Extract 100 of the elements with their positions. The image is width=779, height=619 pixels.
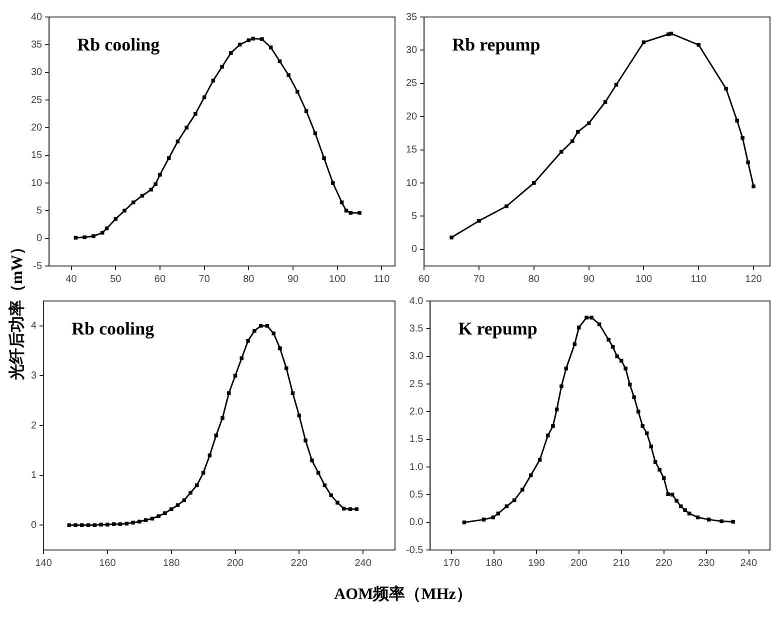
x-axis-title: AOM频率（MHz） [333, 584, 473, 605]
point [477, 218, 481, 223]
point [504, 504, 509, 508]
point [124, 522, 129, 526]
point [666, 32, 670, 36]
x-tick-label: 220 [655, 558, 673, 569]
point [669, 32, 674, 36]
point [188, 490, 192, 495]
x-tick-label: 90 [583, 274, 595, 285]
y-tick-label: 40 [31, 12, 43, 23]
point [584, 316, 588, 320]
point [666, 492, 670, 496]
y-tick-label: 1.5 [409, 434, 424, 446]
x-tick-label: 180 [486, 558, 503, 569]
y-tick-label: 0.5 [409, 489, 424, 500]
point [746, 160, 750, 164]
y-tick-label: 35 [31, 39, 43, 50]
point [538, 458, 542, 462]
point [118, 522, 122, 526]
point [336, 500, 340, 505]
x-tick-label: 240 [354, 558, 372, 569]
point [577, 326, 581, 330]
y-tick-label: 2.5 [409, 378, 424, 390]
point [272, 331, 276, 336]
point [628, 382, 632, 386]
point [92, 234, 96, 238]
point [229, 51, 233, 55]
y-tick-label: 2.0 [409, 406, 424, 418]
point [176, 503, 180, 508]
point [496, 512, 500, 516]
x-tick-label: 120 [745, 274, 762, 285]
point [158, 172, 162, 177]
point [529, 473, 533, 478]
point [720, 519, 724, 524]
x-tick-label: 210 [613, 558, 630, 569]
point [310, 458, 314, 462]
annotation: Rb cooling [77, 34, 160, 55]
x-tick-label: 60 [418, 274, 430, 285]
point [636, 410, 640, 414]
point [82, 235, 86, 240]
y-tick-label: 2 [31, 420, 37, 432]
y-tick-label: 3 [31, 370, 37, 382]
point [683, 508, 687, 512]
y-tick-label: 10 [406, 178, 418, 189]
point [80, 523, 84, 527]
point [520, 488, 524, 492]
y-tick-label: 0 [31, 520, 37, 531]
point [304, 109, 308, 113]
y-axis-title: 光纤后功率（mW） [8, 238, 28, 380]
point [340, 200, 344, 204]
point [678, 504, 683, 508]
x-tick-label: 200 [570, 558, 588, 569]
point [551, 424, 555, 428]
point [658, 468, 662, 472]
y-tick-label: 30 [31, 67, 43, 78]
point [597, 322, 602, 326]
x-tick-label: 70 [198, 274, 210, 285]
point [354, 507, 359, 512]
y-tick-label: 0 [36, 233, 43, 244]
point [246, 338, 250, 343]
annotation: K repump [458, 318, 538, 339]
annotation: Rb cooling [72, 318, 154, 339]
point [504, 204, 508, 208]
x-tick-label: 50 [110, 274, 122, 285]
x-tick-label: 160 [99, 558, 116, 569]
point [670, 492, 674, 497]
point [329, 493, 333, 498]
y-tick-label: -5 [33, 260, 43, 272]
y-tick-label: 1.0 [409, 462, 424, 473]
y-tick-label: 3.0 [409, 351, 424, 362]
point [586, 121, 591, 126]
point [140, 194, 144, 198]
y-tick-label: 25 [406, 78, 418, 90]
point [260, 37, 264, 42]
y-tick-label: 15 [31, 150, 43, 162]
y-tick-label: 0 [412, 244, 418, 256]
point [122, 208, 126, 213]
point [348, 507, 352, 512]
point [268, 46, 273, 50]
point [735, 118, 739, 122]
point [610, 345, 615, 349]
x-tick-label: 80 [528, 274, 540, 285]
y-tick-label: 20 [406, 111, 418, 122]
y-tick-label: 4.0 [409, 296, 424, 307]
y-tick-label: 25 [31, 94, 43, 106]
y-tick-label: 5 [36, 205, 43, 216]
point [344, 208, 348, 213]
point [194, 112, 198, 116]
point [240, 356, 244, 360]
point [316, 470, 320, 475]
point [649, 444, 653, 448]
point [606, 338, 610, 342]
point [211, 78, 216, 83]
y-tick-label: 30 [406, 44, 418, 56]
point [233, 374, 238, 378]
point [176, 140, 180, 144]
y-tick-label: 0.0 [409, 517, 424, 528]
point [624, 366, 628, 370]
point [653, 460, 658, 464]
x-tick-label: 180 [163, 558, 180, 569]
